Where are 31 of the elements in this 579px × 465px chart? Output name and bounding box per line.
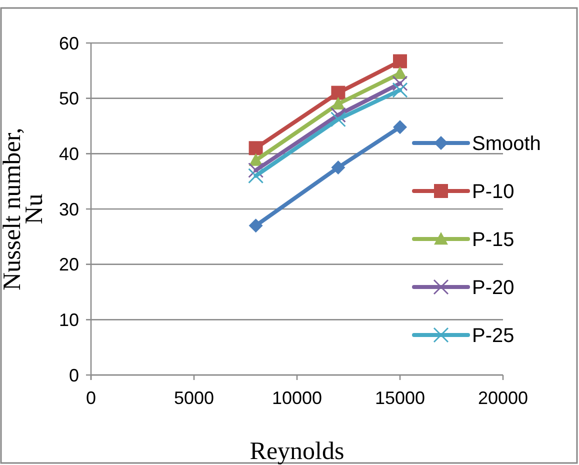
y-axis-title: Nusselt number, Nu	[0, 128, 48, 290]
x-tick-label: 0	[86, 388, 96, 408]
y-tick-label: 30	[58, 199, 79, 220]
y-tick-label: 20	[58, 254, 79, 275]
point	[393, 54, 407, 68]
y-tick-label: 50	[58, 88, 79, 109]
y-tick-label: 40	[58, 144, 79, 164]
point	[331, 160, 346, 174]
legend-label: P-20	[472, 277, 514, 299]
x-tick-label: 15000	[374, 388, 426, 408]
x-tick-label: 20000	[478, 388, 528, 408]
legend-label: Smooth	[472, 133, 541, 155]
x-tick-label: 10000	[272, 388, 322, 408]
x-axis-title: Reynolds	[250, 438, 344, 465]
point	[248, 162, 264, 178]
legend-label: P-15	[472, 229, 514, 251]
y-tick-label: 10	[58, 310, 79, 330]
point	[248, 141, 263, 156]
point	[330, 107, 346, 123]
y-tick-label: 60	[58, 33, 79, 54]
point	[392, 82, 408, 98]
point	[330, 112, 346, 128]
x-tick-label: 5000	[174, 388, 214, 408]
point	[248, 168, 264, 184]
point	[393, 66, 407, 80]
y-tick-label: 0	[68, 365, 79, 386]
point	[248, 218, 263, 233]
legend-label: P-10	[472, 181, 514, 203]
point	[331, 86, 346, 100]
point	[393, 120, 407, 134]
legend-label: P-25	[472, 325, 514, 347]
